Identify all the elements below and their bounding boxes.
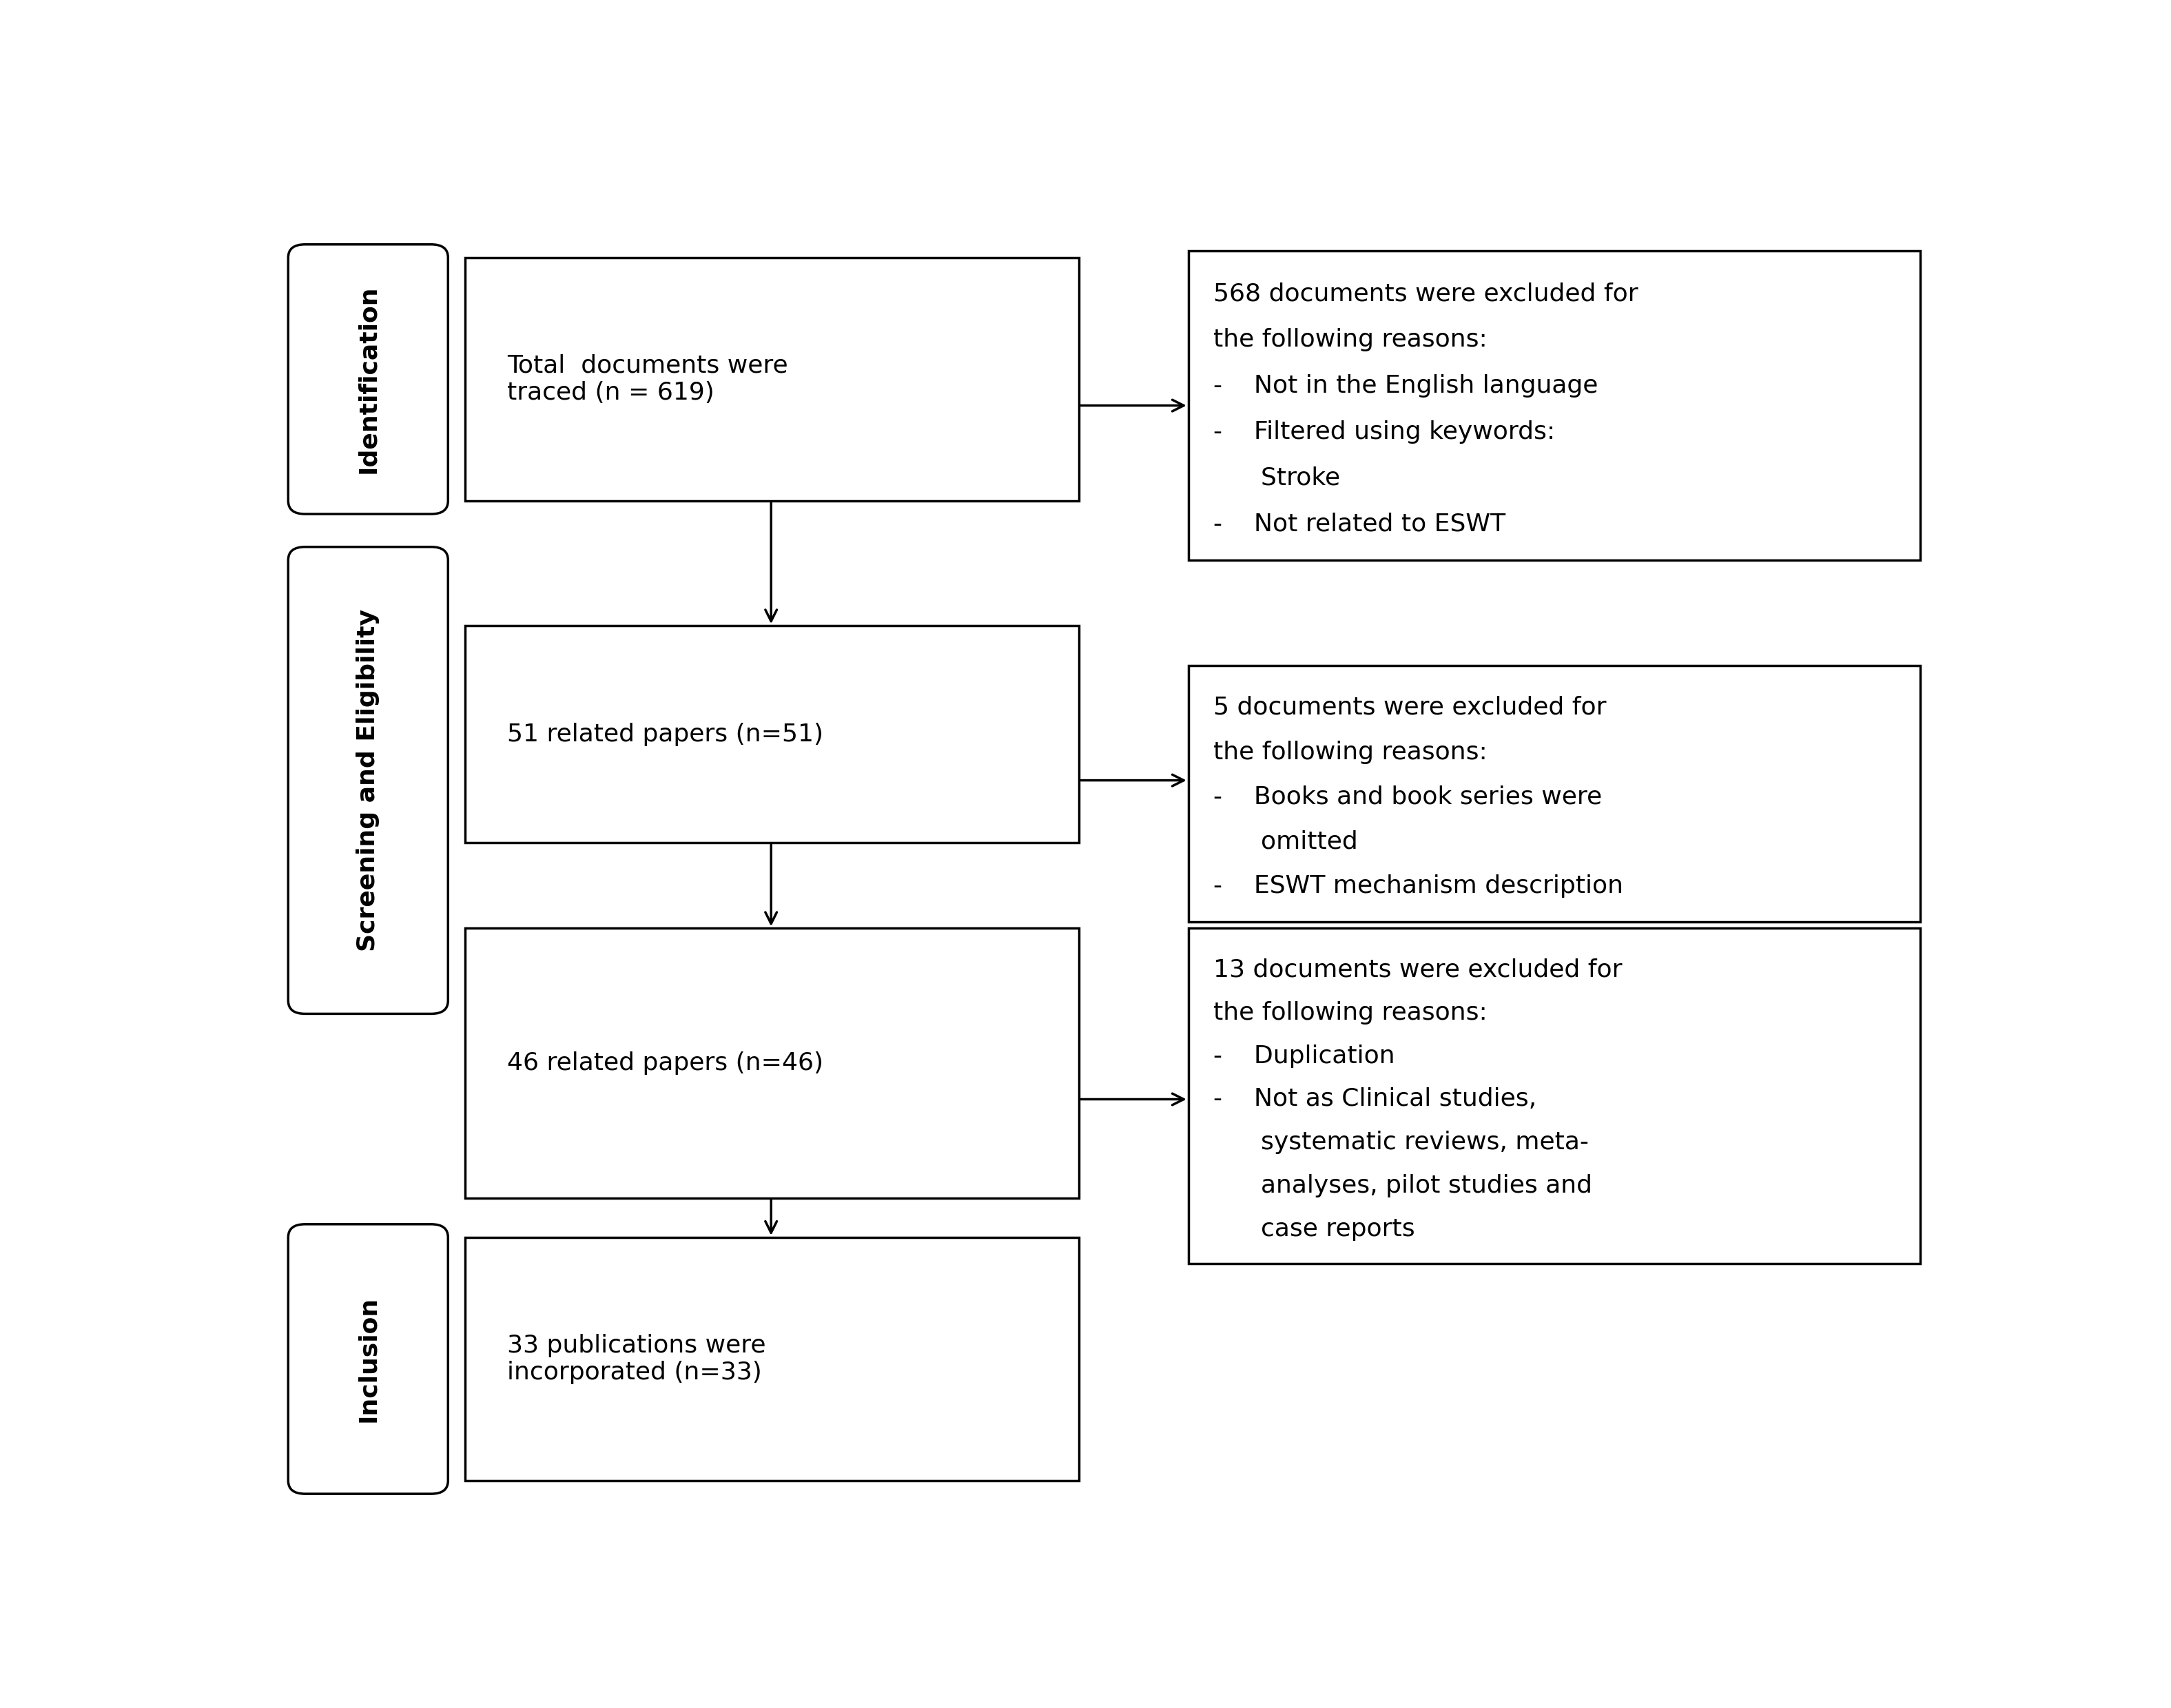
FancyBboxPatch shape: [465, 625, 1079, 842]
Text: analyses, pilot studies and: analyses, pilot studies and: [1214, 1173, 1594, 1197]
Text: -    Not in the English language: - Not in the English language: [1214, 374, 1598, 398]
FancyBboxPatch shape: [1188, 929, 1919, 1264]
Text: 568 documents were excluded for: 568 documents were excluded for: [1214, 282, 1639, 306]
Text: omitted: omitted: [1214, 830, 1359, 854]
Text: Stroke: Stroke: [1214, 466, 1340, 490]
Text: systematic reviews, meta-: systematic reviews, meta-: [1214, 1131, 1589, 1155]
Text: case reports: case reports: [1214, 1218, 1415, 1240]
Text: -    Books and book series were: - Books and book series were: [1214, 786, 1602, 808]
Text: -    Not as Clinical studies,: - Not as Clinical studies,: [1214, 1088, 1537, 1110]
Text: 33 publications were
incorporated (n=33): 33 publications were incorporated (n=33): [506, 1334, 766, 1383]
Text: -    Filtered using keywords:: - Filtered using keywords:: [1214, 420, 1554, 444]
Text: -    Duplication: - Duplication: [1214, 1044, 1396, 1068]
Text: 51 related papers (n=51): 51 related papers (n=51): [506, 722, 823, 746]
Text: the following reasons:: the following reasons:: [1214, 1001, 1487, 1025]
Text: Identification: Identification: [356, 285, 380, 473]
FancyBboxPatch shape: [465, 258, 1079, 500]
Text: Inclusion: Inclusion: [356, 1296, 380, 1423]
FancyBboxPatch shape: [1188, 666, 1919, 922]
FancyBboxPatch shape: [1188, 251, 1919, 560]
FancyBboxPatch shape: [289, 244, 447, 514]
Text: -    Not related to ESWT: - Not related to ESWT: [1214, 512, 1507, 536]
Text: 46 related papers (n=46): 46 related papers (n=46): [506, 1052, 823, 1074]
Text: the following reasons:: the following reasons:: [1214, 740, 1487, 763]
Text: 5 documents were excluded for: 5 documents were excluded for: [1214, 695, 1607, 719]
Text: Total  documents were
traced (n = 619): Total documents were traced (n = 619): [506, 354, 788, 405]
Text: the following reasons:: the following reasons:: [1214, 328, 1487, 352]
Text: -    ESWT mechanism description: - ESWT mechanism description: [1214, 874, 1624, 898]
FancyBboxPatch shape: [465, 929, 1079, 1197]
FancyBboxPatch shape: [289, 547, 447, 1015]
Text: Screening and Eligibility: Screening and Eligibility: [356, 610, 380, 951]
FancyBboxPatch shape: [289, 1225, 447, 1494]
Text: 13 documents were excluded for: 13 documents were excluded for: [1214, 958, 1622, 982]
FancyBboxPatch shape: [465, 1237, 1079, 1481]
